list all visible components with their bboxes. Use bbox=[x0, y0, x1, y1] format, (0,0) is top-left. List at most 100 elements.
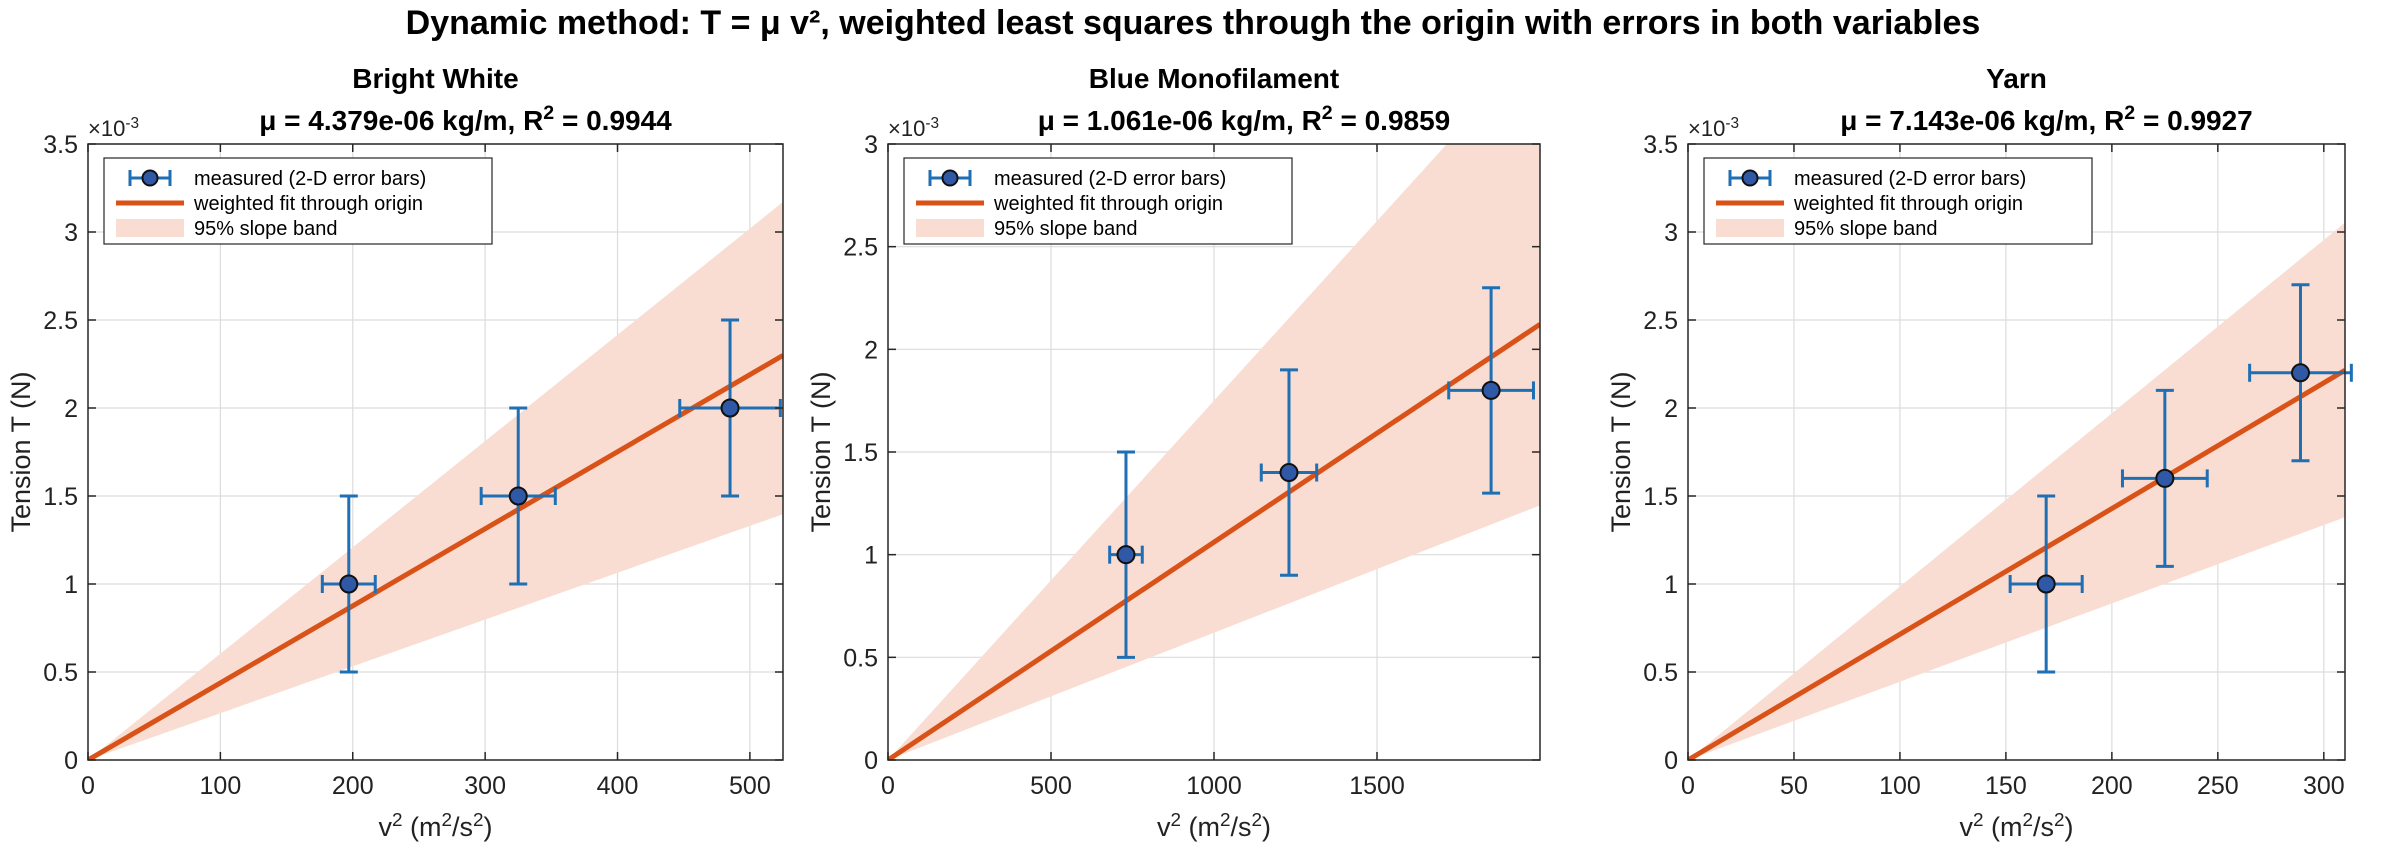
chart-panel-1: 0 100 200 300 400 500 0 0.5 1 1.5 2 2.5 3 3.5 ×10-3 Bri… bbox=[6, 63, 784, 843]
data-point-2 bbox=[479, 406, 557, 586]
y-tick-label: 0 bbox=[64, 747, 78, 775]
data-point-3 bbox=[2248, 283, 2353, 463]
data-marker bbox=[2290, 363, 2310, 383]
y-axis-multiplier: ×10-3 bbox=[1688, 115, 1739, 142]
legend-entry: measured (2-D error bars) bbox=[1794, 168, 2026, 190]
y-tick-label: 0.5 bbox=[43, 659, 78, 687]
data-marker bbox=[1279, 463, 1299, 483]
x-tick-label: 500 bbox=[729, 772, 771, 800]
chart-panels: 0 100 200 300 400 50000.511.522.533.5×10-3Bri… bbox=[6, 63, 2353, 843]
chart-subtitle: μ = 1.061e-06 kg/m, R2 = 0.9859 bbox=[1038, 102, 1451, 136]
fit-line bbox=[1688, 368, 2345, 760]
data-marker bbox=[720, 398, 740, 418]
y-tick-label: 1.5 bbox=[1643, 483, 1678, 511]
y-tick-label: 1.5 bbox=[843, 439, 878, 467]
fit-line bbox=[888, 322, 1540, 760]
legend-marker bbox=[1741, 169, 1759, 187]
y-tick-label: 2 bbox=[1664, 395, 1678, 423]
slope-band-95 bbox=[1688, 222, 2345, 760]
legend-entry: 95% slope band bbox=[1794, 218, 1937, 240]
legend: measured (2-D error bars) weighted fit th… bbox=[903, 157, 1293, 245]
legend-entry: 95% slope band bbox=[994, 218, 1137, 240]
x-tick-label: 1500 bbox=[1349, 772, 1405, 800]
legend: measured (2-D error bars) weighted fit th… bbox=[103, 157, 493, 245]
y-tick-label: 0 bbox=[864, 747, 878, 775]
legend-marker-sample bbox=[128, 169, 172, 187]
figure-title: Dynamic method: T = μ v², weighted least… bbox=[406, 4, 1981, 42]
chart-subtitle: μ = 4.379e-06 kg/m, R2 = 0.9944 bbox=[259, 102, 672, 136]
y-tick-label: 3.5 bbox=[1643, 131, 1678, 159]
y-tick-label: 1 bbox=[1664, 571, 1678, 599]
chart-panel-3: 0 50 100 150 200 250 300 0 0.5 1 1.5 2 2.5 3 3.5 ×10-3 Y… bbox=[1606, 63, 2353, 842]
legend-marker-sample bbox=[928, 169, 972, 187]
x-tick-label: 0 bbox=[881, 772, 895, 800]
legend-marker bbox=[941, 169, 959, 187]
y-tick-label: 2 bbox=[64, 395, 78, 423]
y-axis-label: Tension T (N) bbox=[1606, 371, 1636, 532]
legend-entry: weighted fit through origin bbox=[993, 193, 1223, 215]
y-tick-label: 0.5 bbox=[843, 644, 878, 672]
axes-box bbox=[87, 143, 784, 761]
y-tick-label: 3 bbox=[64, 219, 78, 247]
chart-panel-2: 0 500 1000 1500 0 0.5 1 1.5 2 2.5 3 ×10-3 Blue Monof… bbox=[806, 63, 1541, 843]
x-tick-label: 1000 bbox=[1186, 772, 1242, 800]
y-tick-label: 0 bbox=[1664, 747, 1678, 775]
x-tick-label: 300 bbox=[2303, 772, 2345, 800]
data-marker bbox=[508, 486, 528, 506]
x-tick-label: 100 bbox=[1879, 772, 1921, 800]
y-tick-label: 3 bbox=[864, 131, 878, 159]
y-axis-multiplier: ×10-3 bbox=[888, 115, 939, 142]
legend-marker bbox=[141, 169, 159, 187]
y-tick-label: 1.5 bbox=[43, 483, 78, 511]
data-point-1 bbox=[320, 494, 377, 674]
y-tick-label: 1 bbox=[64, 571, 78, 599]
data-point-2 bbox=[2120, 388, 2209, 568]
data-marker bbox=[2036, 574, 2056, 594]
x-tick-label: 50 bbox=[1780, 772, 1808, 800]
x-tick-label: 400 bbox=[597, 772, 639, 800]
slope-band-95 bbox=[88, 201, 783, 760]
y-tick-label: 2.5 bbox=[43, 307, 78, 335]
chart-subtitle: μ = 7.143e-06 kg/m, R2 = 0.9927 bbox=[1840, 102, 2253, 136]
y-tick-label: 3 bbox=[1664, 219, 1678, 247]
y-tick-label: 1 bbox=[864, 542, 878, 570]
fit-line bbox=[88, 353, 783, 760]
data-point-1 bbox=[2008, 494, 2084, 674]
x-tick-label: 200 bbox=[2091, 772, 2133, 800]
legend-entry: weighted fit through origin bbox=[193, 193, 423, 215]
data-marker bbox=[2155, 468, 2175, 488]
axes-box bbox=[1687, 143, 2346, 761]
y-tick-label: 2 bbox=[864, 336, 878, 364]
x-tick-label: 500 bbox=[1030, 772, 1072, 800]
x-axis-label: v2 (m2/s2) bbox=[378, 810, 492, 843]
x-tick-label: 250 bbox=[2197, 772, 2239, 800]
x-tick-label: 200 bbox=[332, 772, 374, 800]
x-tick-label: 0 bbox=[81, 772, 95, 800]
y-tick-label: 3.5 bbox=[43, 131, 78, 159]
chart-title: Yarn bbox=[1986, 63, 2047, 94]
data-marker bbox=[1116, 545, 1136, 565]
slope-band-95 bbox=[888, 144, 1540, 760]
chart-title: Bright White bbox=[352, 63, 518, 94]
data-marker bbox=[1481, 380, 1501, 400]
y-axis-label: Tension T (N) bbox=[806, 371, 836, 532]
legend-marker-sample bbox=[1728, 169, 1772, 187]
data-point-1 bbox=[1108, 450, 1144, 659]
y-tick-label: 2.5 bbox=[1643, 307, 1678, 335]
x-tick-label: 150 bbox=[1985, 772, 2027, 800]
y-tick-label: 2.5 bbox=[843, 234, 878, 262]
x-axis-label: v2 (m2/s2) bbox=[1157, 810, 1271, 843]
data-point-3 bbox=[1447, 286, 1535, 495]
y-tick-label: 0.5 bbox=[1643, 659, 1678, 687]
y-axis-multiplier: ×10-3 bbox=[88, 115, 139, 142]
legend-entry: 95% slope band bbox=[194, 218, 337, 240]
legend-entry: measured (2-D error bars) bbox=[994, 168, 1226, 190]
x-tick-label: 300 bbox=[464, 772, 506, 800]
legend: measured (2-D error bars) weighted fit th… bbox=[1703, 157, 2093, 245]
data-point-2 bbox=[1259, 368, 1319, 577]
y-axis-label: Tension T (N) bbox=[6, 371, 36, 532]
data-point-3 bbox=[678, 318, 782, 498]
chart-title: Blue Monofilament bbox=[1089, 63, 1339, 94]
legend-entry: measured (2-D error bars) bbox=[194, 168, 426, 190]
